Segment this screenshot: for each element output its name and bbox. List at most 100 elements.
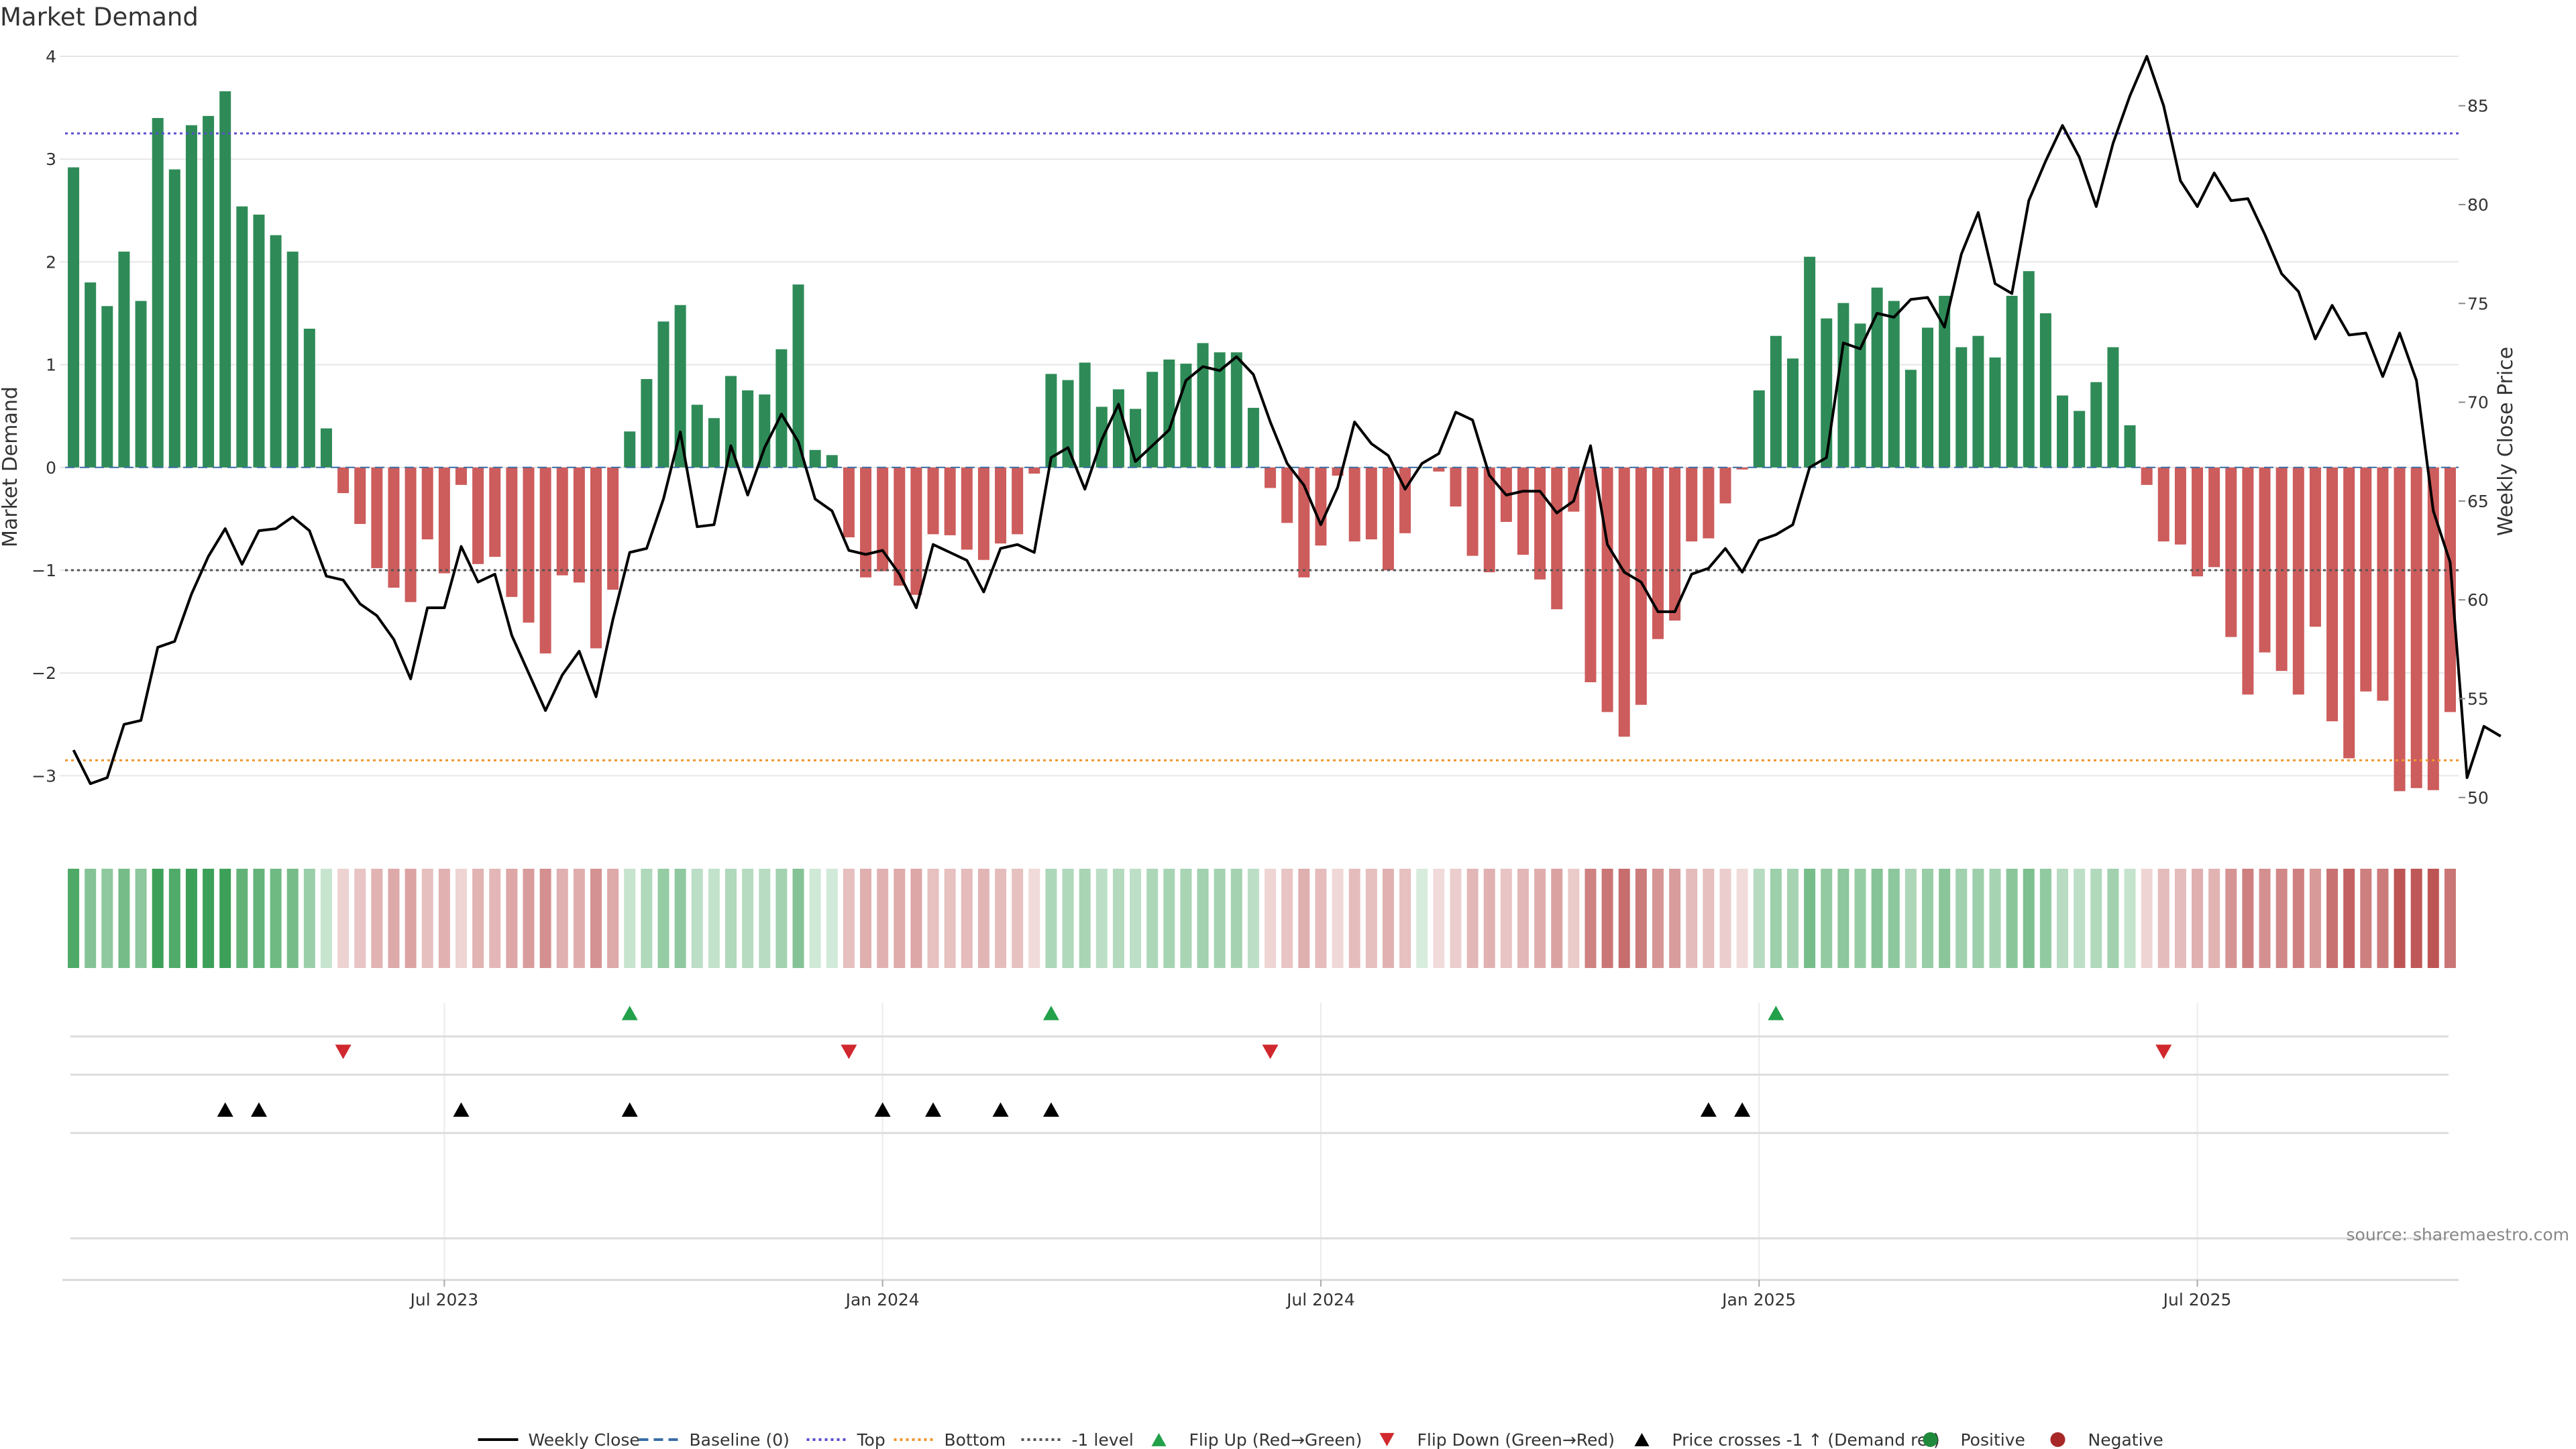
heat-cell (657, 869, 669, 968)
heat-cell (1652, 869, 1664, 968)
heat-cell (1517, 869, 1529, 968)
heat-cell (2444, 869, 2456, 968)
demand-bar (2360, 467, 2372, 692)
demand-bar (1230, 352, 1242, 468)
y2-tick-label: 80 (2467, 195, 2489, 215)
demand-bar (1062, 380, 1074, 468)
demand-bar (506, 467, 518, 597)
demand-bar (2208, 467, 2220, 568)
event-markers (70, 1006, 2449, 1240)
y-axis-label: Market Demand (0, 386, 22, 547)
demand-bar (1585, 467, 1597, 682)
demand-bar (1904, 370, 1917, 468)
legend-label: Weekly Close (529, 1430, 640, 1449)
demand-bar (674, 305, 686, 468)
heat-cell (421, 869, 433, 968)
demand-bar (2006, 295, 2018, 468)
demand-bar (1786, 358, 1799, 468)
heat-cell (2410, 869, 2422, 968)
demand-bar (2023, 271, 2035, 468)
demand-bar (2275, 467, 2288, 672)
demand-bar (759, 394, 771, 468)
demand-bar (877, 467, 889, 572)
legend-item: Positive (1923, 1430, 2025, 1449)
heat-cell (2275, 869, 2288, 968)
price-cross-marker (992, 1102, 1009, 1117)
flip-up-marker (1042, 1006, 1059, 1020)
demand-bar (2157, 467, 2169, 542)
y-tick-label: −3 (32, 766, 56, 786)
heat-cell (1130, 869, 1142, 968)
demand-bar (1753, 390, 1765, 468)
heat-cell (1163, 869, 1175, 968)
demand-bar (203, 115, 215, 468)
heat-cell (135, 869, 147, 968)
heat-cell (438, 869, 450, 968)
heat-cell (910, 869, 922, 968)
demand-bar (2074, 411, 2086, 468)
demand-bar (219, 91, 231, 468)
demand-bar (118, 252, 130, 468)
demand-bar (421, 467, 433, 540)
flip-down-marker (2155, 1044, 2172, 1059)
demand-bar (977, 467, 989, 560)
demand-bar (1686, 467, 1698, 542)
heat-cell (2343, 869, 2355, 968)
heat-cell (1955, 869, 1968, 968)
flip-down-marker (1262, 1044, 1279, 1059)
heat-cell (775, 869, 788, 968)
y-tick-label: 3 (46, 150, 56, 169)
demand-bar (2326, 467, 2339, 722)
heat-cell (1904, 869, 1917, 968)
heat-cell (2074, 869, 2086, 968)
y-tick-label: −2 (32, 663, 56, 683)
heat-cell (1703, 869, 1715, 968)
heat-cell (219, 869, 231, 968)
demand-bar (2242, 467, 2254, 695)
legend-label: Baseline (0) (690, 1430, 790, 1449)
demand-bar (742, 390, 754, 468)
heat-cell (759, 869, 771, 968)
demand-bar (2057, 395, 2069, 468)
heat-cell (573, 869, 585, 968)
heat-cell (1146, 869, 1159, 968)
legend-swatch-dot (1923, 1432, 1938, 1447)
heat-cell (1112, 869, 1124, 968)
heat-cell (152, 869, 164, 968)
demand-bar (1770, 335, 1782, 468)
price-cross-marker (1734, 1102, 1751, 1117)
heat-cell (1230, 869, 1242, 968)
price-cross-marker (925, 1102, 942, 1117)
heat-cell (641, 869, 653, 968)
heat-cell (556, 869, 568, 968)
legend-item: Flip Up (Red→Green) (1151, 1430, 1362, 1449)
heat-cell (1247, 869, 1259, 968)
legend-item: -1 level (1021, 1430, 1134, 1449)
demand-bar (1955, 347, 1968, 468)
heat-cell (1585, 869, 1597, 968)
heat-cell (1062, 869, 1074, 968)
demand-bar (2394, 467, 2406, 792)
heat-cell (1197, 869, 1209, 968)
demand-bar (1012, 467, 1024, 535)
flip-down-marker (841, 1044, 857, 1059)
legend-label: Flip Down (Green→Red) (1417, 1430, 1615, 1449)
demand-bar (1450, 467, 1462, 507)
heat-cell (371, 869, 383, 968)
demand-bar (1382, 467, 1394, 570)
demand-bar (388, 467, 400, 588)
heat-cell (118, 869, 130, 968)
heat-cell (843, 869, 855, 968)
demand-bar (1989, 357, 2001, 468)
legend-swatch-triangle-down (1379, 1433, 1395, 1446)
heat-cell (1551, 869, 1563, 968)
heat-cell (1719, 869, 1731, 968)
demand-bar (1821, 318, 1833, 468)
demand-bar (2427, 467, 2439, 790)
axes: 4 3 2 1 0 −1 −2 −3 85 80 75 70 65 60 55 50 Jul 2023 Jan 2… (32, 47, 2489, 1309)
legend-label: Price crosses -1 ↑ (Demand ref) (1672, 1430, 1940, 1449)
demand-bar (2259, 467, 2271, 653)
heat-cell (1770, 869, 1782, 968)
demand-bar (303, 328, 315, 468)
